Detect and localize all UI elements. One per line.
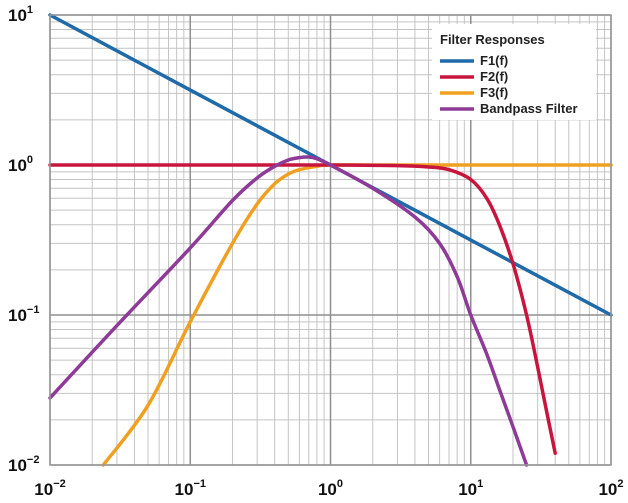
legend: Filter Responses F1(f) F2(f) F3(f) Bandp… — [432, 24, 596, 120]
legend-title: Filter Responses — [440, 32, 545, 47]
x-tick-label: 100 — [318, 478, 343, 499]
y-axis: 10−2 10−1 100 101 — [8, 4, 39, 475]
x-tick-label: 101 — [458, 478, 483, 499]
legend-label-f2: F2(f) — [480, 69, 508, 84]
plot-frame — [49, 14, 612, 466]
legend-label-f3: F3(f) — [480, 85, 508, 100]
y-tick-label: 10−1 — [8, 304, 39, 325]
y-tick-label: 100 — [8, 154, 33, 175]
x-tick-label: 10−2 — [34, 478, 65, 499]
y-tick-label: 101 — [8, 4, 33, 25]
series-line-f2-f — [48, 163, 557, 455]
legend-label-bandpass: Bandpass Filter — [480, 101, 578, 116]
legend-label-f1: F1(f) — [480, 53, 508, 68]
x-axis: 10−2 10−1 100 101 102 — [34, 478, 623, 499]
legend-box — [432, 24, 596, 120]
series-layer — [48, 13, 613, 467]
series-line-bandpass-filter — [48, 155, 529, 467]
y-tick-label: 10−2 — [8, 454, 39, 475]
x-tick-label: 10−1 — [175, 478, 206, 499]
x-tick-label: 102 — [598, 478, 623, 499]
